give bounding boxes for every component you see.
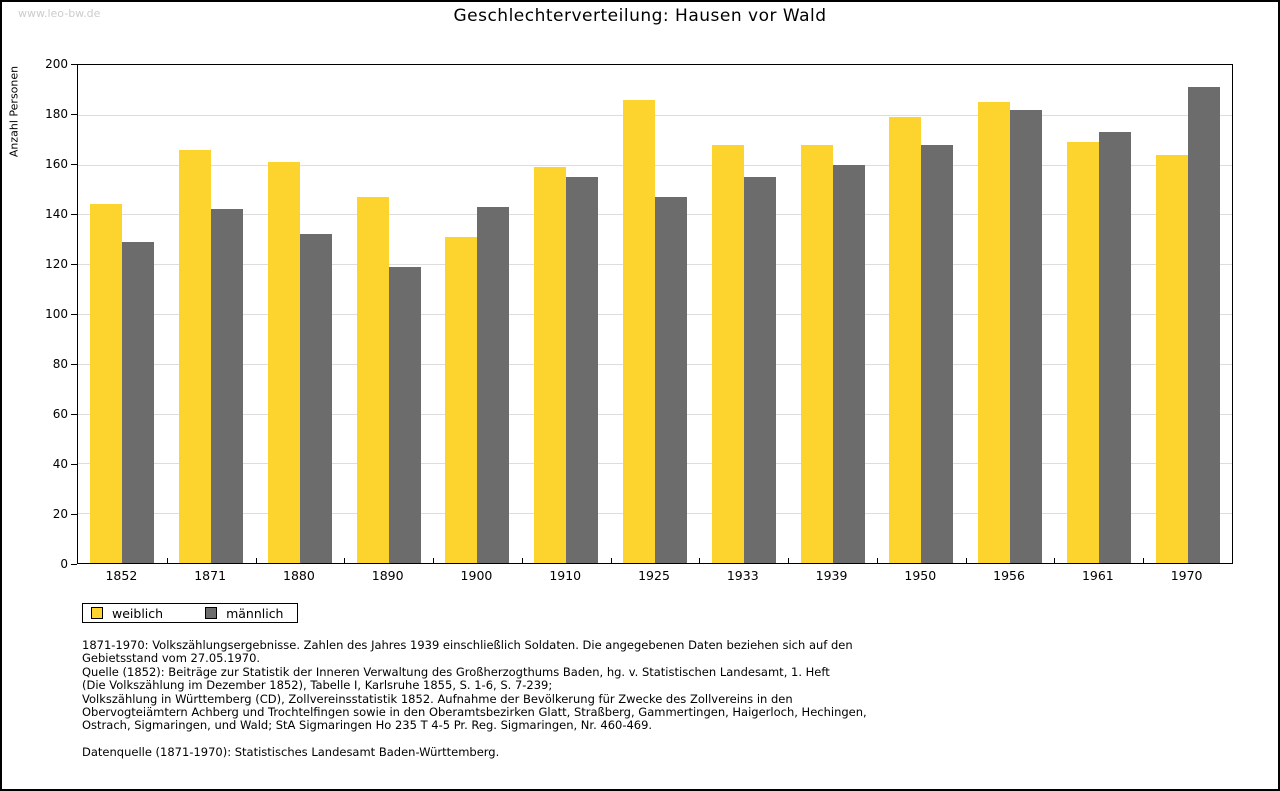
bar-weiblich-1961 [1066,142,1099,563]
x-axis-tick [965,558,967,563]
bar-weiblich-1939 [800,144,833,563]
bar-männlich-1933 [743,177,776,563]
x-category-label-1900: 1900 [460,568,493,583]
y-axis-tick [71,563,77,565]
y-tick-label-160: 160 [45,157,68,171]
bar-weiblich-1880 [267,162,300,563]
datasource-note: Datenquelle (1871-1970): Statistisches L… [82,745,500,759]
legend-item-weiblich: weiblich [91,606,163,621]
bar-männlich-1939 [832,164,865,563]
bar-weiblich-1900 [445,236,478,563]
y-axis-tick [71,213,77,215]
x-category-label-1871: 1871 [194,568,227,583]
x-axis-tick [166,558,168,563]
bar-weiblich-1852 [90,204,123,563]
x-category-label-1956: 1956 [993,568,1025,583]
bar-weiblich-1933 [711,144,744,563]
bar-männlich-1871 [211,209,244,563]
x-category-label-1933: 1933 [726,568,759,583]
bar-männlich-1956 [1010,109,1043,563]
x-category-label-1961: 1961 [1081,568,1114,583]
y-axis-tick [71,63,77,65]
gridline-180 [78,114,1232,116]
x-category-label-1925: 1925 [638,568,670,583]
legend-label: männlich [226,605,284,621]
bar-weiblich-1950 [889,117,922,563]
x-category-label-1950: 1950 [904,568,937,583]
x-axis-tick [344,558,346,563]
bar-männlich-1961 [1098,132,1131,563]
bar-männlich-1925 [655,196,687,563]
y-tick-label-20: 20 [52,507,68,521]
bar-weiblich-1890 [356,196,389,563]
y-axis-tick [71,513,77,515]
y-axis-tick [71,363,77,365]
y-axis-tick [71,463,77,465]
y-tick-label-80: 80 [52,357,68,371]
bar-weiblich-1871 [179,149,212,563]
x-axis-tick [876,558,878,563]
bar-männlich-1880 [299,234,332,563]
x-category-label-1910: 1910 [549,568,582,583]
legend: weiblich männlich [82,603,299,623]
bar-weiblich-1970 [1155,154,1188,563]
y-axis-tick [71,263,77,265]
y-axis-tick [71,163,77,165]
legend-swatch-icon [91,607,103,619]
x-axis-tick [255,558,257,563]
x-axis-tick [1054,558,1056,563]
footnote-line: Ostrach, Sigmaringen, und Wald; StA Sigm… [82,718,653,733]
bar-männlich-1852 [122,241,155,563]
bar-weiblich-1956 [978,102,1011,563]
legend-swatch-icon [205,607,218,619]
footnote-line: Obervogteiämtern Achberg und Trochtelfin… [82,705,867,720]
footnote-line: Quelle (1852): Beiträge zur Statistik de… [82,664,830,679]
y-axis-tick [71,413,77,415]
plot-area [77,64,1233,564]
y-tick-label-60: 60 [52,407,68,421]
legend-label: weiblich [112,605,164,621]
footnote-line: Volkszählung in Württemberg (CD), Zollve… [82,691,793,706]
y-axis-tick [71,313,77,315]
y-axis-title: Anzahl Personen [7,65,21,158]
footnotes: 1871-1970: Volkszählungsergebnisse. Zahl… [82,638,867,733]
x-axis-tick [433,558,435,563]
gridline-160 [78,164,1232,166]
bar-männlich-1970 [1187,87,1220,563]
footnote-line: (Die Volkszählung im Dezember 1852), Tab… [82,678,553,693]
bar-männlich-1950 [921,144,954,563]
x-axis-tick [699,558,701,563]
footnote-line: Gebietsstand vom 27.05.1970. [82,651,261,666]
y-tick-label-140: 140 [45,207,68,221]
x-axis-tick [788,558,790,563]
bar-männlich-1890 [388,266,421,563]
x-axis-tick [1143,558,1145,563]
bar-männlich-1900 [477,206,510,563]
x-category-label-1880: 1880 [283,568,315,583]
chart-title: Geschlechterverteilung: Hausen vor Wald [453,6,827,26]
x-category-label-1852: 1852 [105,568,138,583]
x-axis-tick [521,558,523,563]
x-axis-tick [610,558,612,563]
y-tick-label-200: 200 [45,57,68,71]
bar-männlich-1910 [566,177,599,563]
x-category-label-1890: 1890 [371,568,404,583]
legend-item-männlich: männlich [205,606,283,621]
footnote-line: 1871-1970: Volkszählungsergebnisse. Zahl… [82,638,853,652]
y-tick-label-100: 100 [45,307,68,321]
bar-weiblich-1925 [623,99,655,563]
bar-weiblich-1910 [534,167,567,563]
x-category-label-1970: 1970 [1170,568,1203,583]
y-tick-label-0: 0 [60,557,68,571]
y-tick-label-120: 120 [45,257,68,271]
y-tick-label-40: 40 [52,457,68,471]
x-category-label-1939: 1939 [815,568,848,583]
watermark: www.leo-bw.de [18,7,101,20]
y-axis-tick [71,113,77,115]
y-tick-label-180: 180 [45,107,68,121]
